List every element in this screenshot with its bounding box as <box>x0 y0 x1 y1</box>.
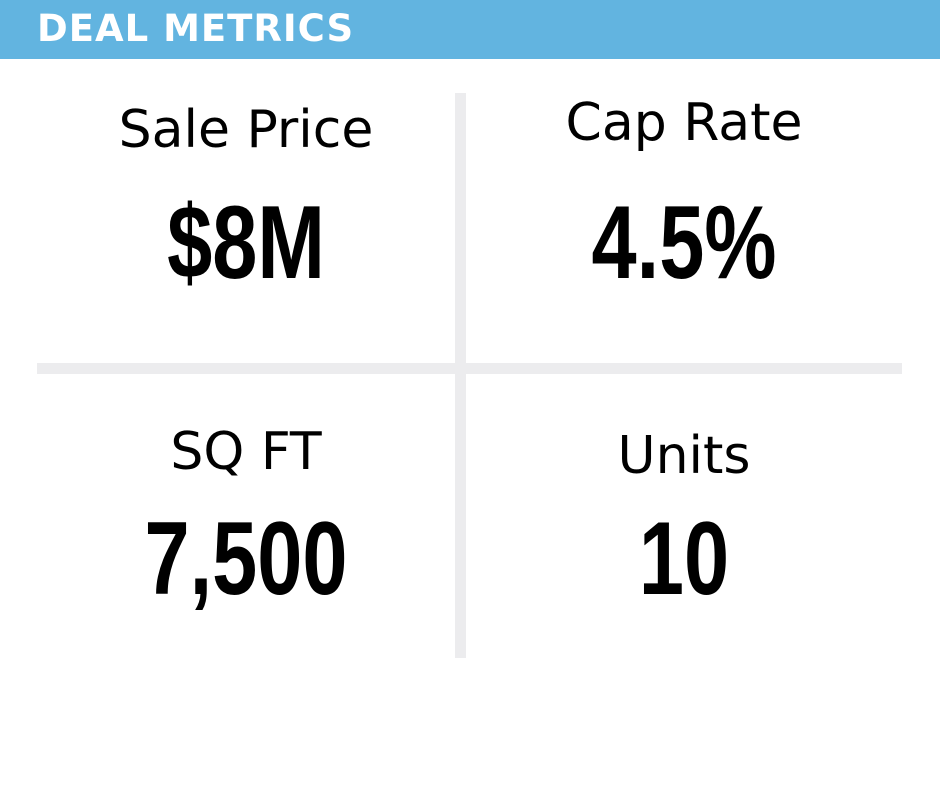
metric-value-units: 10 <box>638 501 730 617</box>
metric-value-cap-rate: 4.5% <box>591 185 777 301</box>
metric-units: Units 10 <box>466 374 902 658</box>
metric-sq-ft: SQ FT 7,500 <box>37 374 455 658</box>
vertical-divider <box>455 93 466 658</box>
metric-cap-rate: Cap Rate 4.5% <box>466 93 902 363</box>
metric-label-sq-ft: SQ FT <box>170 422 322 482</box>
metric-sale-price: Sale Price $8M <box>37 93 455 363</box>
horizontal-divider <box>37 363 902 374</box>
header-bar: DEAL METRICS <box>0 0 940 59</box>
metric-label-cap-rate: Cap Rate <box>565 93 803 153</box>
metric-label-sale-price: Sale Price <box>118 100 374 160</box>
metric-value-sq-ft: 7,500 <box>144 501 348 617</box>
metric-value-sale-price: $8M <box>167 185 325 301</box>
metric-label-units: Units <box>617 426 751 486</box>
page-title: DEAL METRICS <box>37 7 355 50</box>
